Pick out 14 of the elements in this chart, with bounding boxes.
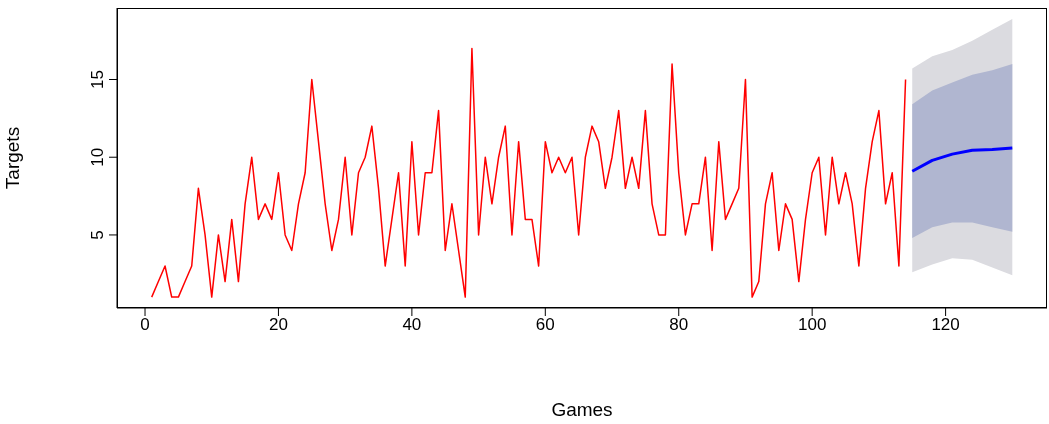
x-tick-label: 120 bbox=[931, 315, 960, 335]
y-tick-label: 15 bbox=[88, 70, 107, 89]
line-series bbox=[910, 146, 1014, 173]
y-tick-label: 5 bbox=[88, 230, 107, 240]
x-axis-title: Games bbox=[551, 399, 613, 420]
y-axis-title: Targets bbox=[1, 126, 23, 190]
x-tick-label: 20 bbox=[268, 315, 288, 335]
line-series bbox=[150, 47, 907, 298]
x-tick-label: 0 bbox=[140, 315, 150, 335]
x-tick-label: 100 bbox=[797, 315, 827, 335]
x-tick-label: 80 bbox=[669, 315, 689, 335]
x-tick-label: 40 bbox=[402, 315, 422, 335]
x-tick-label: 60 bbox=[535, 315, 555, 335]
y-tick-label: 10 bbox=[88, 147, 107, 167]
